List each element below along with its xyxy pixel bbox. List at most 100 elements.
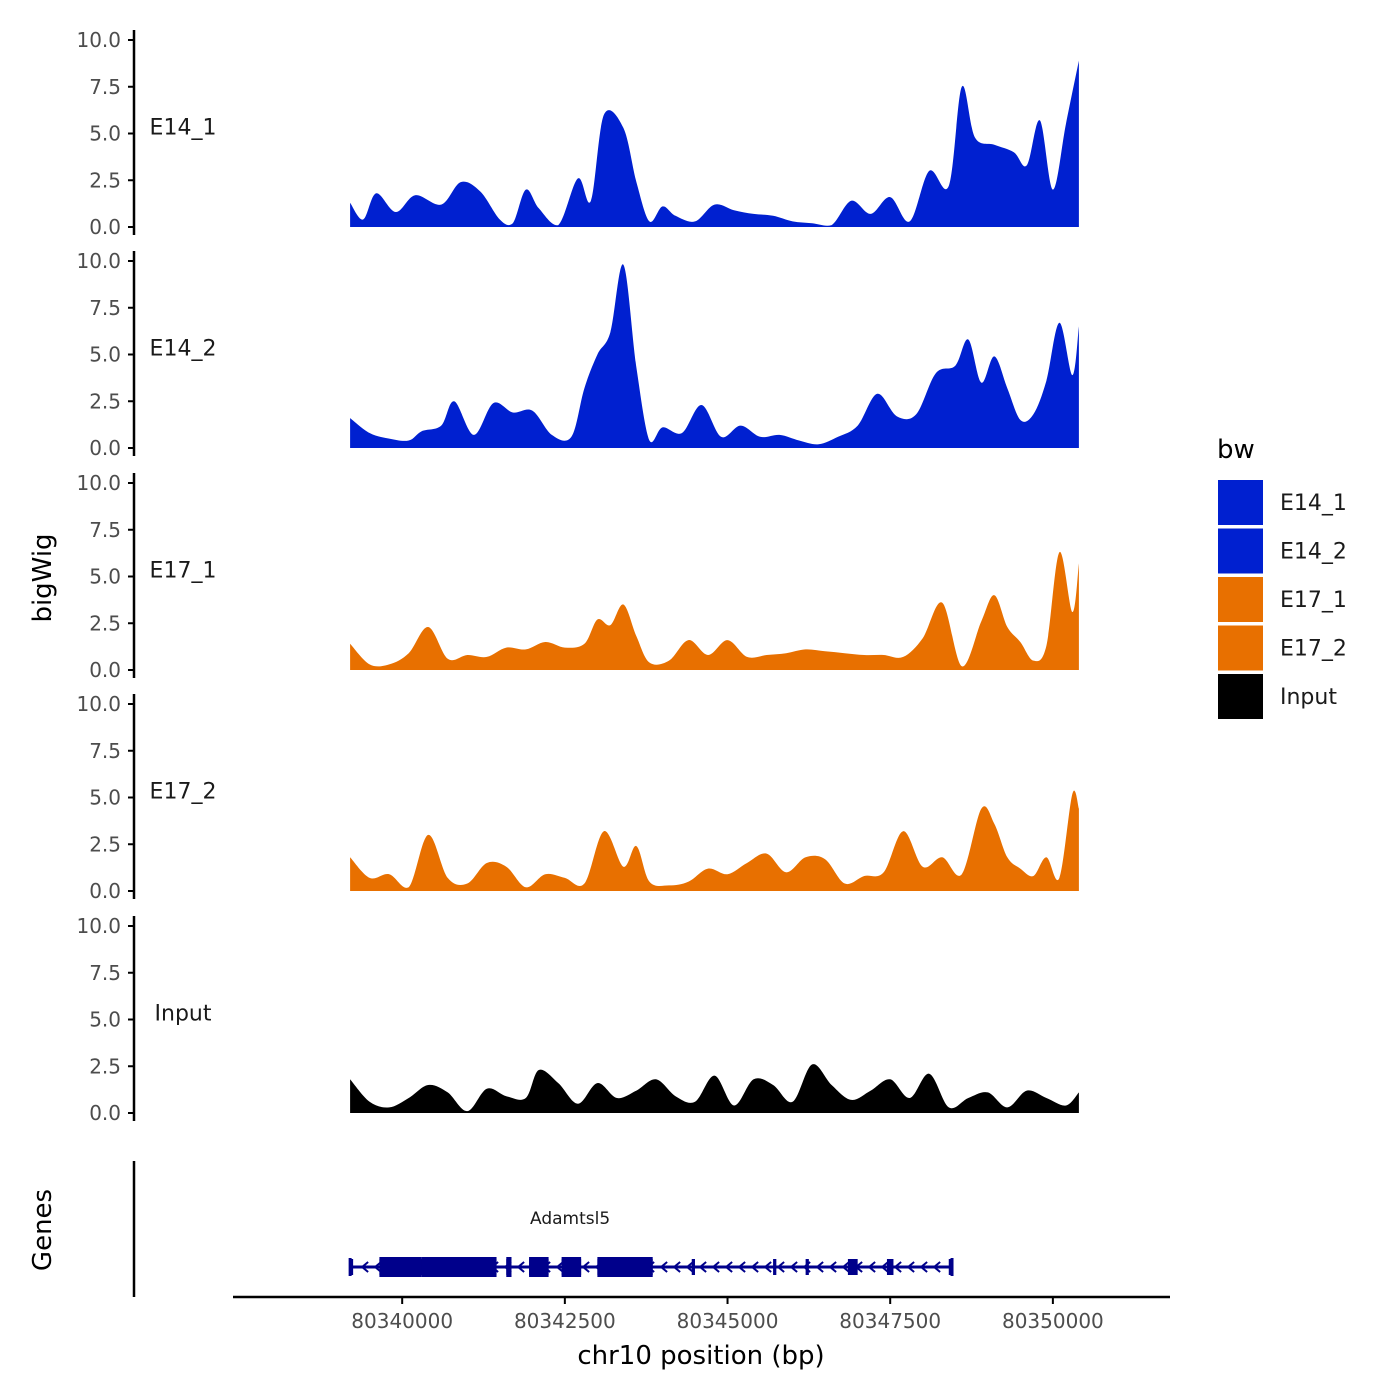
strand-arrow — [724, 1261, 733, 1273]
strand-arrow — [932, 1261, 941, 1273]
gene-coding-exon — [529, 1257, 549, 1277]
x-axis: 80340000 80342500 80345000 80347500 80350000 — [233, 1295, 1170, 1333]
x-tick-label: 80347500 — [839, 1309, 941, 1333]
strand-arrow — [737, 1261, 746, 1273]
y-tick-label: 10.0 — [76, 28, 121, 52]
y-tick-label: 0.0 — [89, 436, 121, 460]
strand-arrow — [763, 1261, 772, 1273]
coverage-area-E17_1 — [350, 551, 1079, 670]
y-tick-label: 2.5 — [89, 1054, 121, 1078]
strand-arrow — [828, 1261, 837, 1273]
track-label: E17_2 — [150, 780, 217, 805]
strand-arrow — [516, 1261, 525, 1273]
strand-arrow — [815, 1261, 824, 1273]
track-Input: 0.0 2.5 5.0 7.5 10.0 Input — [76, 914, 1079, 1125]
gene-exon — [350, 1259, 354, 1275]
strand-arrow — [841, 1261, 850, 1273]
y-tick-label: 2.5 — [89, 389, 121, 413]
y-tick-label: 0.0 — [89, 658, 121, 682]
track-E14_2: 0.0 2.5 5.0 7.5 10.0 E14_2 — [76, 249, 1079, 460]
y-tick-label: 7.5 — [89, 518, 121, 542]
legend-swatch-E17_1 — [1218, 577, 1263, 622]
genes-axis-title: Genes — [28, 1189, 58, 1271]
track-E14_1: 0.0 2.5 5.0 7.5 10.0 E14_1 — [76, 28, 1079, 239]
y-tick-label: 5.0 — [89, 786, 121, 810]
y-tick-label: 0.0 — [89, 215, 121, 239]
strand-arrow — [685, 1261, 694, 1273]
x-tick-label: 80350000 — [1002, 1309, 1104, 1333]
y-tick-label: 5.0 — [89, 343, 121, 367]
legend-label-Input: Input — [1280, 685, 1337, 710]
gene-coding-exon — [421, 1257, 497, 1277]
strand-arrow — [373, 1261, 382, 1273]
x-tick-label: 80345000 — [677, 1309, 779, 1333]
y-tick-label: 5.0 — [89, 122, 121, 146]
track-E17_2: 0.0 2.5 5.0 7.5 10.0 E17_2 — [76, 692, 1079, 903]
y-tick-label: 7.5 — [89, 296, 121, 320]
legend-swatch-E17_2 — [1218, 625, 1263, 671]
strand-arrow — [581, 1261, 590, 1273]
strand-arrow — [659, 1261, 668, 1273]
y-axis-title: bigWig — [28, 533, 58, 622]
gene-coding-exon — [379, 1257, 422, 1277]
legend-swatch-E14_1 — [1218, 480, 1263, 525]
strand-arrow — [360, 1261, 369, 1273]
gene-track: Adamtsl5 — [132, 1161, 954, 1297]
strand-arrow — [893, 1261, 902, 1273]
strand-arrow — [555, 1261, 564, 1273]
strand-arrow — [906, 1261, 915, 1273]
gene-label: Adamtsl5 — [530, 1209, 610, 1229]
legend-label-E14_1: E14_1 — [1280, 491, 1347, 516]
gene-exon — [847, 1259, 858, 1275]
y-tick-label: 5.0 — [89, 565, 121, 589]
gene-exon — [691, 1259, 695, 1275]
legend-label-E17_1: E17_1 — [1280, 588, 1347, 613]
coverage-area-Input — [350, 1064, 1079, 1113]
strand-arrow — [880, 1261, 889, 1273]
strand-arrow — [672, 1261, 681, 1273]
gene-exon — [948, 1259, 953, 1275]
track-E17_1: 0.0 2.5 5.0 7.5 10.0 E17_1 — [76, 471, 1079, 682]
strand-arrow — [750, 1261, 759, 1273]
gene-exon — [886, 1259, 894, 1275]
track-label: Input — [155, 1002, 212, 1027]
y-tick-label: 0.0 — [89, 1101, 121, 1125]
strand-arrow — [711, 1261, 720, 1273]
legend: bw E14_1 E14_2 E17_1 E17_2 Input — [1217, 435, 1347, 719]
x-tick-label: 80340000 — [351, 1309, 453, 1333]
strand-arrow — [698, 1261, 707, 1273]
gene-coding-exon — [561, 1257, 582, 1277]
gene-coding-exon — [597, 1257, 653, 1277]
strand-arrow — [789, 1261, 798, 1273]
y-tick-label: 2.5 — [89, 832, 121, 856]
strand-arrow — [919, 1261, 928, 1273]
legend-label-E14_2: E14_2 — [1280, 540, 1347, 565]
coverage-tracks: 0.0 2.5 5.0 7.5 10.0 E14_1 0.0 2.5 5.0 7.5 10.0 E14… — [76, 28, 1079, 1125]
gene-exon — [805, 1259, 809, 1275]
y-tick-label: 5.0 — [89, 1008, 121, 1032]
track-label: E17_1 — [150, 559, 217, 584]
y-tick-label: 7.5 — [89, 75, 121, 99]
strand-arrow — [867, 1261, 876, 1273]
y-tick-label: 10.0 — [76, 249, 121, 273]
y-tick-label: 10.0 — [76, 914, 121, 938]
gene-exon — [773, 1259, 777, 1275]
legend-label-E17_2: E17_2 — [1280, 637, 1347, 662]
coverage-area-E14_1 — [350, 60, 1079, 227]
gene-coding-exon — [506, 1257, 512, 1277]
strand-arrow — [776, 1261, 785, 1273]
y-tick-label: 10.0 — [76, 692, 121, 716]
legend-swatch-Input — [1218, 674, 1263, 719]
legend-title: bw — [1217, 435, 1255, 465]
track-label: E14_2 — [150, 337, 217, 362]
gene-Adamtsl5: Adamtsl5 — [348, 1209, 954, 1277]
y-tick-label: 2.5 — [89, 168, 121, 192]
legend-swatch-E14_2 — [1218, 528, 1263, 574]
x-tick-label: 80342500 — [514, 1309, 616, 1333]
coverage-area-E17_2 — [350, 790, 1079, 891]
y-tick-label: 7.5 — [89, 961, 121, 985]
y-tick-label: 2.5 — [89, 611, 121, 635]
y-tick-label: 10.0 — [76, 471, 121, 495]
coverage-area-E14_2 — [350, 264, 1079, 448]
